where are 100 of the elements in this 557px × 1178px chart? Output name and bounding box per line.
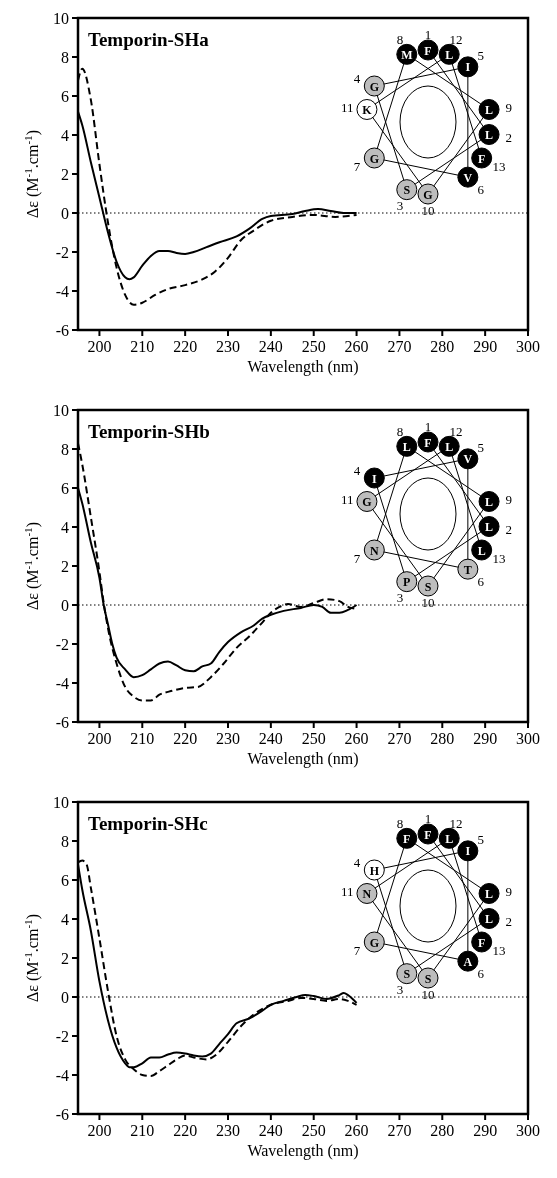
annotation: 11 [340,99,354,115]
x-tick-label: 260 [344,1122,369,1139]
y-tick-label: 6 [61,88,69,105]
x-tick-label: 210 [130,338,155,355]
annotation: F [424,435,432,450]
annotation: 6 [477,182,485,198]
x-axis-title: Wavelength (nm) [247,358,359,376]
x-tick-label: 290 [473,1122,498,1139]
annotation: N [369,543,379,558]
text: Temporin-SHa [88,29,210,50]
annotation: L [485,495,494,509]
y-tick-label: 2 [61,950,69,967]
x-tick-label: 230 [216,1122,240,1139]
x-tick-label: 260 [344,338,369,355]
annotation: 3 [396,197,404,213]
annotation: 2 [505,914,512,930]
y-tick-label: -6 [55,714,69,731]
y-tick-label: 8 [61,441,69,458]
x-tick-label: 200 [87,1122,112,1139]
annotation: G [369,935,379,950]
annotation: T [463,562,472,577]
x-tick-label: 300 [516,730,540,747]
annotation: K [362,103,373,117]
annotation: 9 [505,99,512,115]
annotation: 4 [353,463,361,478]
annotation: 13 [492,159,506,174]
annotation: 5 [477,47,484,63]
y-tick-label: 10 [53,402,69,419]
annotation: S [403,183,411,198]
x-tick-label: 240 [258,730,283,747]
annotation: S [424,971,432,986]
annotation: 11 [340,491,354,507]
annotation: 1 [424,27,432,42]
annotation: F [424,827,432,842]
x-tick-label: 300 [516,338,540,355]
annotation: S [424,579,432,594]
annotation: 5 [477,439,484,455]
x-axis-title: Wavelength (nm) [247,750,359,768]
y-tick-label: -4 [55,675,69,692]
y-tick-label: 4 [61,127,69,144]
annotation: 8 [396,424,404,440]
x-tick-label: 210 [130,730,155,747]
annotation: 5 [477,831,484,847]
x-tick-label: 250 [301,338,326,355]
y-tick-label: 0 [61,989,69,1006]
x-tick-label: 230 [216,730,240,747]
annotation: 12 [449,424,463,440]
annotation: A [463,954,473,969]
y-tick-label: 8 [61,833,69,850]
annotation: I [465,844,471,859]
annotation: 2 [505,130,512,146]
annotation: F [403,831,411,846]
annotation: 4 [353,855,361,870]
annotation: 10 [421,203,435,218]
x-axis-title: Wavelength (nm) [247,1142,359,1160]
annotation: 6 [477,574,485,590]
y-tick-label: 0 [61,597,69,614]
annotation: 13 [492,551,506,566]
y-tick-label: 2 [61,558,69,575]
x-tick-label: 230 [216,338,240,355]
annotation: V [463,170,473,185]
x-tick-label: 220 [173,1122,198,1139]
x-tick-label: 210 [130,1122,155,1139]
y-tick-label: -6 [55,322,69,339]
annotation: 4 [353,71,361,86]
annotation: N [362,887,372,901]
y-tick-label: 4 [61,911,69,928]
x-tick-label: 220 [173,730,198,747]
x-tick-label: 240 [258,338,283,355]
x-tick-label: 260 [344,730,369,747]
text: Temporin-SHb [88,421,210,442]
y-tick-label: 0 [61,205,69,222]
annotation: V [463,452,473,467]
annotation: I [465,60,471,75]
x-tick-label: 250 [301,730,326,747]
annotation: L [485,103,494,117]
y-tick-label: -2 [55,1028,69,1045]
x-tick-label: 200 [87,338,112,355]
x-tick-label: 280 [430,1122,455,1139]
annotation: 8 [396,32,404,48]
annotation: G [369,79,379,94]
y-tick-label: -6 [55,1106,69,1123]
annotation: 10 [421,595,435,610]
y-tick-label: 6 [61,872,69,889]
annotation: 7 [353,159,361,174]
x-tick-label: 250 [301,1122,326,1139]
annotation: L [485,912,494,926]
annotation: G [362,495,372,509]
y-tick-label: -4 [55,283,69,300]
annotation: L [485,128,494,142]
annotation: 9 [505,883,512,899]
x-tick-label: 280 [430,338,455,355]
y-tick-label: 8 [61,49,69,66]
annotation: 12 [449,32,463,48]
annotation: S [403,967,411,982]
x-tick-label: 220 [173,338,198,355]
annotation: L [445,439,454,454]
y-tick-label: -2 [55,244,69,261]
y-tick-label: -2 [55,636,69,653]
x-tick-label: 300 [516,1122,540,1139]
